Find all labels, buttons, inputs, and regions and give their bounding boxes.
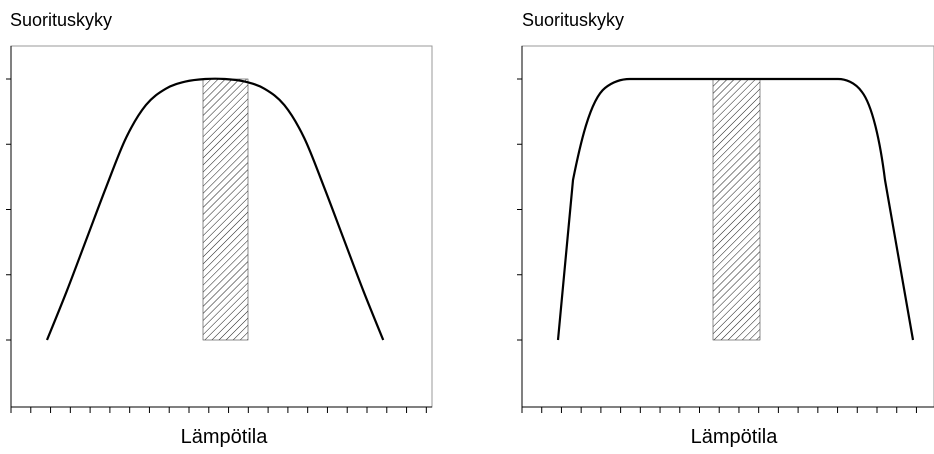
performance-curve	[45, 77, 385, 341]
performance-curve	[556, 77, 915, 341]
left-y-axis-label: Suorituskyky	[10, 10, 113, 30]
optimal-temperature-band	[712, 78, 761, 341]
right-x-axis-label: Lämpötila	[690, 426, 778, 448]
optimal-temperature-band	[202, 78, 249, 341]
left-x-axis-label: Lämpötila	[180, 426, 268, 448]
right-y-axis-label: Suorituskyky	[522, 10, 625, 30]
